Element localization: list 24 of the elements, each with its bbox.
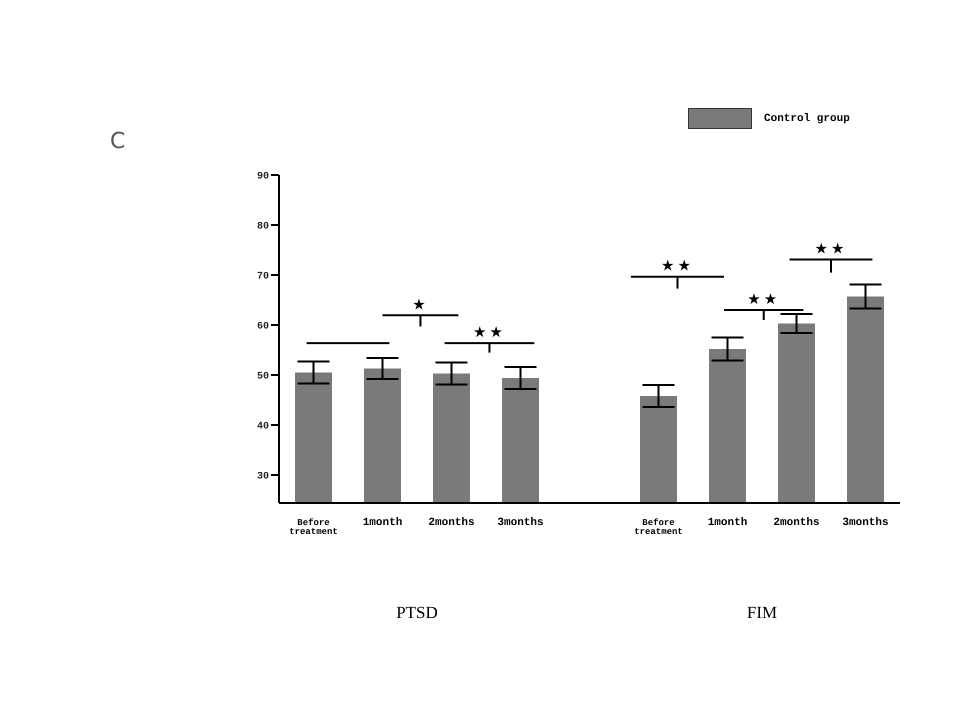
y-tick-label: 50 bbox=[256, 372, 269, 383]
x-tick-label: Before treatment bbox=[289, 518, 338, 537]
y-tick-label: 30 bbox=[256, 472, 269, 483]
y-tick-label: 40 bbox=[256, 422, 269, 433]
text: Control group bbox=[764, 112, 850, 124]
annotation: ★★ bbox=[472, 323, 506, 342]
text: PTSD bbox=[396, 603, 438, 622]
x-tick-label: 1month bbox=[362, 517, 402, 529]
y-tick-label: 90 bbox=[256, 172, 269, 183]
annotation: ★ bbox=[412, 295, 429, 314]
y-tick-label: 80 bbox=[256, 222, 269, 233]
x-tick-label: 3months bbox=[497, 517, 544, 529]
x-tick-label: Before treatment bbox=[634, 518, 683, 537]
text: C bbox=[110, 129, 126, 154]
x-tick-label: 3months bbox=[842, 517, 889, 529]
x-tick-label: 2months bbox=[428, 517, 475, 529]
x-tick-label: 1month bbox=[708, 517, 748, 529]
annotation: ★★ bbox=[814, 240, 848, 258]
annotation: ★★ bbox=[661, 256, 694, 275]
y-tick-label: 60 bbox=[256, 322, 269, 333]
annotation: ★★ bbox=[747, 290, 780, 308]
y-tick-label: 70 bbox=[256, 272, 269, 283]
x-tick-label: 2months bbox=[773, 517, 820, 529]
text: FIM bbox=[746, 603, 778, 622]
